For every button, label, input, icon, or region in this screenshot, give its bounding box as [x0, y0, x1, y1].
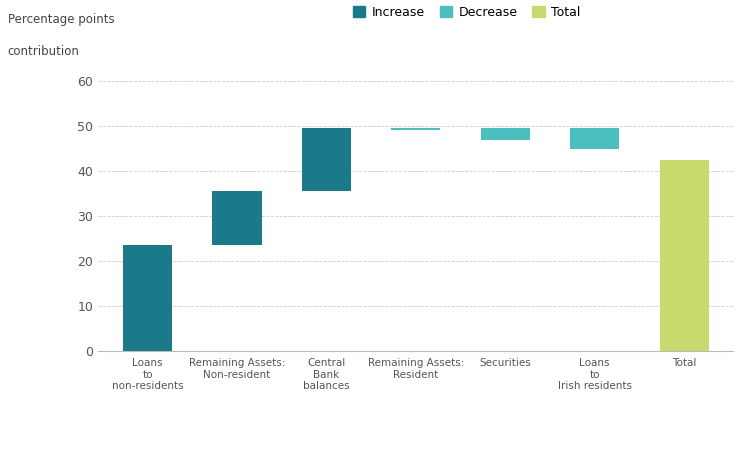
Bar	[570, 128, 619, 149]
Bar	[481, 128, 530, 140]
Text: Percentage points: Percentage points	[8, 14, 114, 27]
Bar	[659, 160, 708, 351]
Bar	[302, 128, 351, 191]
Legend: Increase, Decrease, Total: Increase, Decrease, Total	[348, 1, 585, 24]
Bar	[391, 128, 441, 130]
Bar	[212, 191, 262, 245]
Text: contribution: contribution	[8, 45, 79, 58]
Bar	[123, 245, 172, 351]
